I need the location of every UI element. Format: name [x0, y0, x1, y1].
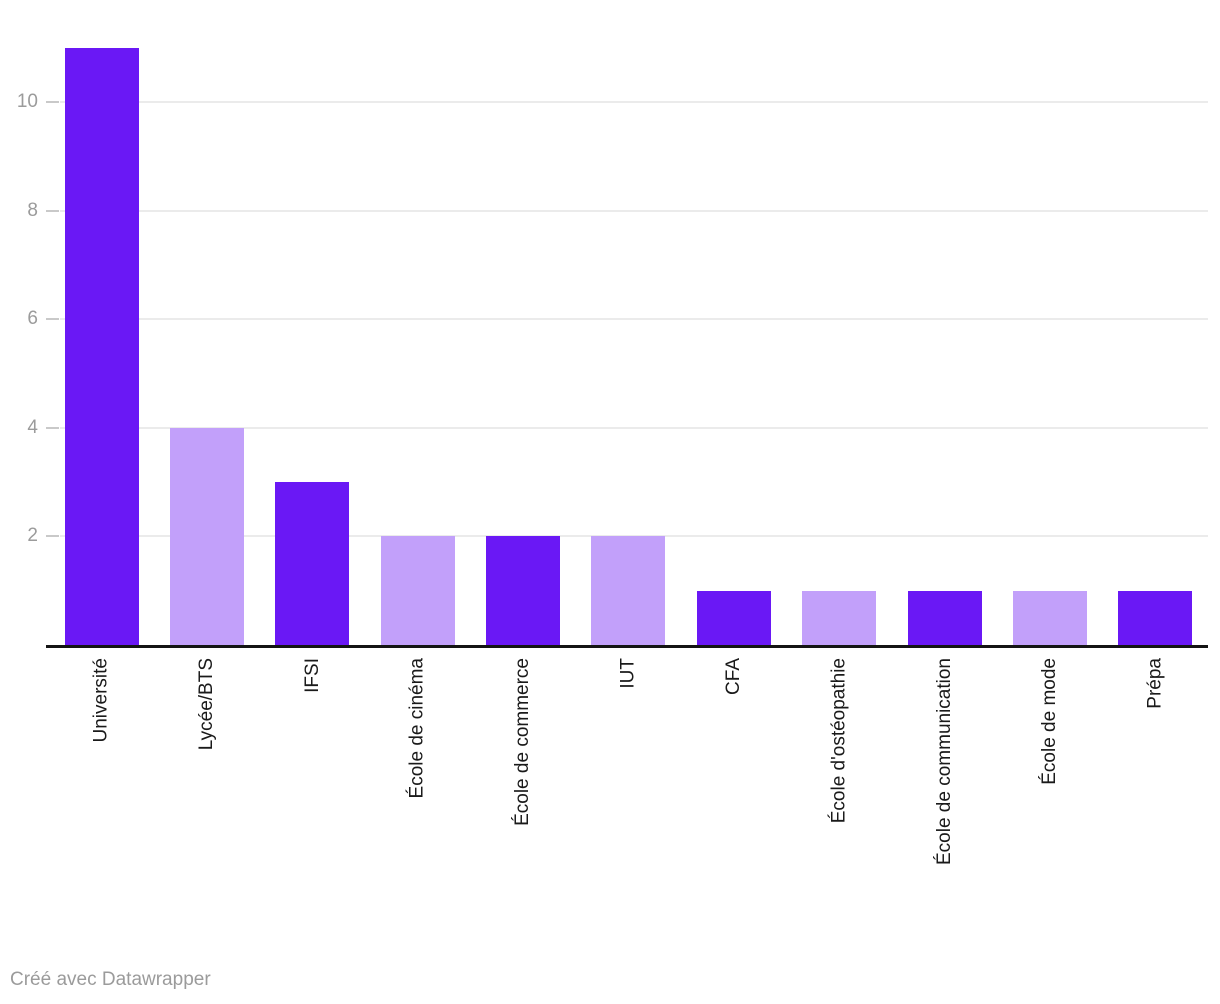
y-tick-mark — [46, 318, 59, 321]
bar[interactable] — [486, 536, 560, 645]
y-gridline — [60, 209, 1208, 212]
bar[interactable] — [591, 536, 665, 645]
bar[interactable] — [1013, 591, 1087, 645]
x-axis-label-text: École de commerce — [512, 658, 534, 826]
bar[interactable] — [697, 591, 771, 645]
y-gridline — [60, 101, 1208, 103]
x-axis-label-text: École de mode — [1038, 658, 1060, 785]
x-axis-label-text: IUT — [617, 658, 639, 689]
y-gridline — [60, 318, 1208, 321]
y-tick-label: 10 — [16, 91, 38, 112]
bar[interactable] — [908, 591, 982, 645]
x-axis-label-text: École de cinéma — [406, 658, 428, 799]
y-gridline — [60, 426, 1208, 429]
x-axis-label-text: École d'ostéopathie — [828, 658, 850, 824]
x-axis-line — [46, 645, 1208, 648]
x-axis-label-text: IFSI — [301, 658, 323, 693]
bar[interactable] — [1118, 591, 1192, 645]
x-axis-label-text: CFA — [722, 658, 744, 695]
bar[interactable] — [65, 48, 139, 645]
bar[interactable] — [381, 536, 455, 645]
x-axis-label-text: Prépa — [1144, 658, 1166, 709]
y-tick-mark — [46, 426, 59, 429]
x-axis-label-text: Université — [90, 658, 112, 743]
y-tick-mark — [46, 535, 59, 538]
y-tick-mark — [46, 209, 59, 212]
bar[interactable] — [170, 428, 244, 645]
x-axis-label-text: Lycée/BTS — [196, 658, 218, 751]
y-tick-label: 2 — [27, 525, 38, 547]
bar[interactable] — [275, 482, 349, 645]
y-tick-label: 8 — [27, 199, 38, 221]
y-tick-label: 6 — [27, 308, 38, 330]
y-tick-label: 4 — [27, 416, 38, 438]
datawrapper-attribution-link[interactable]: Créé avec Datawrapper — [10, 969, 211, 990]
y-tick-mark — [46, 101, 59, 103]
bar[interactable] — [802, 591, 876, 645]
x-axis-label-text: École de communication — [933, 658, 955, 865]
